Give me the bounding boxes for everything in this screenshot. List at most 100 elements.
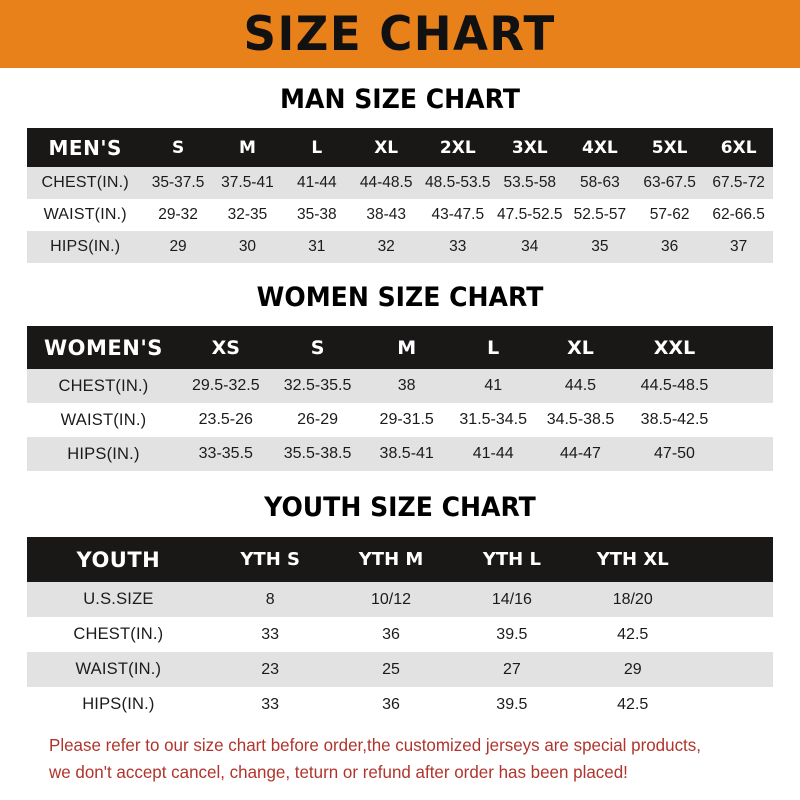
man-size-col-6: 4XL xyxy=(581,137,618,158)
women-cell-0-2: 38 xyxy=(397,377,416,394)
women-row-1-spacer xyxy=(724,403,773,437)
disclaimer: Please refer to our size chart before or… xyxy=(27,722,773,800)
youth-row-1-label: CHEST(IN.) xyxy=(73,625,164,643)
youth-row-2-spacer xyxy=(693,652,773,687)
women-size-table: WOMEN'S XS S M L XL XXL CHEST(IN.) 29.5-… xyxy=(27,326,773,471)
women-row-1-label: WAIST(IN.) xyxy=(60,410,147,429)
youth-cell-1-3: 42.5 xyxy=(617,625,649,643)
man-row-1-label: WAIST(IN.) xyxy=(43,206,127,223)
table-row: WAIST(IN.) 23.5-26 26-29 29-31.5 31.5-34… xyxy=(27,403,773,437)
women-cell-2-1: 35.5-38.5 xyxy=(283,445,352,462)
table-row: WAIST(IN.) 23 25 27 29 xyxy=(27,652,773,687)
youth-cell-1-1: 36 xyxy=(382,625,400,643)
youth-cell-0-1: 10/12 xyxy=(371,590,412,608)
man-cell-0-5: 53.5-58 xyxy=(503,174,557,191)
youth-row-1-spacer xyxy=(693,617,773,652)
women-cell-0-5: 44.5-48.5 xyxy=(640,377,709,394)
table-row: CHEST(IN.) 29.5-32.5 32.5-35.5 38 41 44.… xyxy=(27,369,773,403)
youth-row-3-label: HIPS(IN.) xyxy=(82,695,155,713)
man-cell-0-3: 44-48.5 xyxy=(359,174,413,191)
women-header-spacer xyxy=(724,326,773,369)
man-cell-1-5: 47.5-52.5 xyxy=(497,206,563,223)
women-cell-1-4: 34.5-38.5 xyxy=(546,411,615,428)
women-row-2-spacer xyxy=(724,437,773,471)
youth-cell-3-1: 36 xyxy=(382,695,400,713)
man-row-2-label: HIPS(IN.) xyxy=(50,238,121,255)
women-size-col-5: XXL xyxy=(653,336,696,359)
man-cell-2-6: 35 xyxy=(591,238,609,255)
women-cell-0-0: 29.5-32.5 xyxy=(191,377,260,394)
man-cell-2-5: 34 xyxy=(521,238,539,255)
youth-cell-1-2: 39.5 xyxy=(496,625,528,643)
youth-cell-2-1: 25 xyxy=(382,660,400,678)
women-row-2-label: HIPS(IN.) xyxy=(67,444,140,463)
man-cell-0-7: 63-67.5 xyxy=(643,174,696,191)
table-row: HIPS(IN.) 29 30 31 32 33 34 35 36 37 xyxy=(27,231,773,263)
women-size-col-0: XS xyxy=(211,336,240,359)
women-section-title: WOMEN SIZE CHART xyxy=(256,282,544,313)
man-size-col-8: 6XL xyxy=(720,137,757,158)
man-size-col-3: XL xyxy=(374,137,399,158)
man-cell-2-4: 33 xyxy=(449,238,467,255)
man-size-col-4: 2XL xyxy=(439,137,476,158)
man-size-col-2: L xyxy=(311,137,323,158)
man-cell-0-8: 67.5-72 xyxy=(712,174,765,191)
youth-size-col-1: YTH M xyxy=(358,549,424,570)
man-size-col-5: 3XL xyxy=(511,137,548,158)
youth-cell-2-0: 23 xyxy=(261,660,280,678)
youth-cell-0-0: 8 xyxy=(265,590,275,608)
man-cell-2-0: 29 xyxy=(169,238,187,255)
women-size-col-1: S xyxy=(310,336,325,359)
women-cell-2-5: 47-50 xyxy=(654,445,695,462)
man-cell-0-4: 48.5-53.5 xyxy=(425,174,491,191)
women-cell-1-3: 31.5-34.5 xyxy=(459,411,528,428)
youth-size-table: YOUTH YTH S YTH M YTH L YTH XL U.S.SIZE … xyxy=(27,537,773,722)
youth-header-row: YOUTH YTH S YTH M YTH L YTH XL xyxy=(27,537,773,582)
man-row-0-label: CHEST(IN.) xyxy=(41,174,129,191)
youth-header-spacer xyxy=(693,537,773,582)
youth-cell-2-2: 27 xyxy=(502,660,521,678)
women-cell-1-1: 26-29 xyxy=(297,411,338,428)
man-row-label-header: MEN'S xyxy=(48,135,122,160)
man-cell-2-8: 37 xyxy=(730,238,748,255)
youth-cell-0-2: 14/16 xyxy=(491,590,532,608)
man-cell-1-0: 29-32 xyxy=(158,206,198,223)
youth-row-0-label: U.S.SIZE xyxy=(83,590,154,608)
youth-row-2-label: WAIST(IN.) xyxy=(75,660,162,678)
women-cell-2-4: 44-47 xyxy=(560,445,601,462)
man-cell-0-1: 37.5-41 xyxy=(221,174,274,191)
man-cell-1-6: 52.5-57 xyxy=(573,206,627,223)
man-header-row: MEN'S S M L XL 2XL 3XL 4XL 5XL 6XL xyxy=(27,128,773,167)
man-cell-0-2: 41-44 xyxy=(296,174,337,191)
disclaimer-line-2: we don't accept cancel, change, teturn o… xyxy=(49,762,628,783)
youth-cell-3-3: 42.5 xyxy=(617,695,649,713)
youth-row-0-spacer xyxy=(693,582,773,617)
man-cell-1-7: 57-62 xyxy=(649,206,690,223)
women-row-0-spacer xyxy=(724,369,773,403)
women-cell-0-4: 44.5 xyxy=(564,377,597,394)
women-cell-2-0: 33-35.5 xyxy=(198,445,253,462)
page-banner: SIZE CHART xyxy=(0,0,800,68)
table-row: U.S.SIZE 8 10/12 14/16 18/20 xyxy=(27,582,773,617)
women-row-0-label: CHEST(IN.) xyxy=(58,376,149,395)
table-row: CHEST(IN.) 35-37.5 37.5-41 41-44 44-48.5… xyxy=(27,167,773,199)
women-cell-2-2: 38.5-41 xyxy=(379,445,434,462)
women-cell-1-5: 38.5-42.5 xyxy=(640,411,709,428)
women-header-row: WOMEN'S XS S M L XL XXL xyxy=(27,326,773,369)
youth-cell-3-0: 33 xyxy=(261,695,280,713)
page-title: SIZE CHART xyxy=(243,6,557,62)
table-row: HIPS(IN.) 33-35.5 35.5-38.5 38.5-41 41-4… xyxy=(27,437,773,471)
man-cell-0-0: 35-37.5 xyxy=(151,174,205,191)
women-size-col-2: M xyxy=(397,336,417,359)
table-row: CHEST(IN.) 33 36 39.5 42.5 xyxy=(27,617,773,652)
man-size-table: MEN'S S M L XL 2XL 3XL 4XL 5XL 6XL CHEST… xyxy=(27,128,773,263)
youth-size-col-2: YTH L xyxy=(482,549,541,570)
youth-cell-1-0: 33 xyxy=(261,625,280,643)
youth-row-label-header: YOUTH xyxy=(76,547,161,572)
youth-size-col-0: YTH S xyxy=(240,549,300,570)
man-cell-1-1: 32-35 xyxy=(227,206,268,223)
man-cell-1-4: 43-47.5 xyxy=(431,206,485,223)
youth-row-3-spacer xyxy=(693,687,773,722)
man-size-col-0: S xyxy=(171,137,185,158)
man-cell-1-3: 38-43 xyxy=(366,206,407,223)
